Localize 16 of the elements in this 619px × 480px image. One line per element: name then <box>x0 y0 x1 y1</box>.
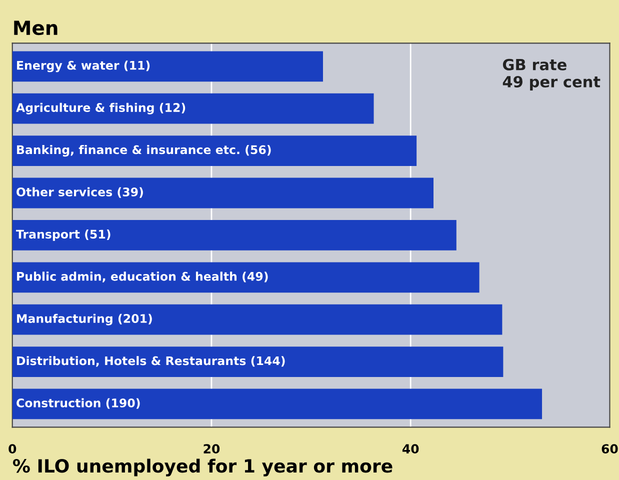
x-tick-label: 40 <box>402 444 419 454</box>
x-tick-label: 20 <box>204 444 220 454</box>
y-tick-label: Other services (39) <box>16 187 143 198</box>
y-tick-label: Energy & water (11) <box>17 60 150 72</box>
x-axis-title: % ILO unemployed for 1 year or more <box>12 458 392 476</box>
chart-title: Men <box>14 20 58 36</box>
y-tick-label: Manufacturing (201) <box>17 314 152 326</box>
annotation: GB rate 49 per cent <box>502 58 600 90</box>
x-tick-label: 0 <box>8 444 16 454</box>
y-tick-label: Public admin, education & health (49) <box>17 272 268 282</box>
y-tick-label: Construction (190) <box>16 398 140 409</box>
x-tick-label: 60 <box>602 444 618 454</box>
y-tick-label: Transport (51) <box>16 230 110 241</box>
y-tick-label: Distribution, Hotels & Restaurants (144) <box>17 356 285 367</box>
y-tick-label: Banking, finance & insurance etc. (56) <box>17 145 271 157</box>
y-tick-label: Agriculture & fishing (12) <box>16 102 186 114</box>
